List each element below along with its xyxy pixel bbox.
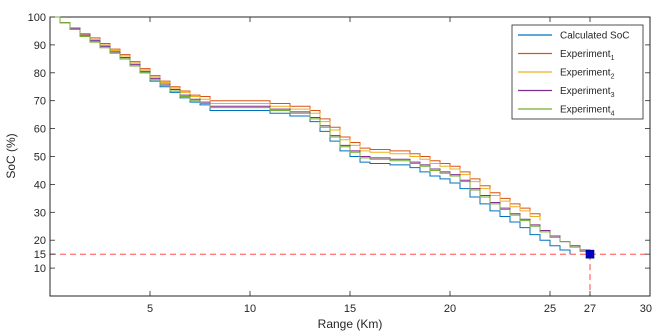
legend-label: Experiment4 (560, 105, 615, 118)
legend-label: Calculated SoC (560, 31, 629, 42)
legend: Calculated SoC Experiment1 Experiment2 Expe… (511, 24, 644, 120)
x-tick-label: 30 (640, 303, 652, 315)
y-tick-label: 80 (34, 68, 46, 80)
x-tick-label: 5 (147, 303, 153, 315)
series-lines (50, 16, 591, 255)
y-tick-label: 50 (34, 152, 46, 164)
y-axis-ticks: 10 15 20 30 40 50 60 70 80 90 100 (28, 12, 650, 275)
y-tick-label: 100 (28, 12, 46, 24)
reference-marker (585, 249, 595, 259)
y-tick-label: 30 (34, 207, 46, 219)
legend-label: Experiment2 (560, 68, 615, 81)
legend-label: Experiment3 (560, 86, 615, 99)
x-tick-label: 27 (584, 303, 596, 315)
series-line-5 (50, 16, 591, 255)
y-axis-label: SoC (%) (4, 133, 18, 178)
y-tick-label: 60 (34, 124, 46, 136)
x-axis-ticks: 5 10 15 20 25 27 30 (147, 17, 652, 315)
y-tick-label: 40 (34, 179, 46, 191)
y-tick-label: 20 (34, 235, 46, 247)
x-axis-label: Range (Km) (318, 317, 383, 331)
y-tick-label: 15 (34, 249, 46, 261)
x-tick-label: 20 (444, 303, 456, 315)
y-tick-label: 70 (34, 96, 46, 108)
reference-marker-group (585, 249, 595, 259)
reference-lines (50, 253, 650, 296)
legend-label: Experiment1 (560, 49, 615, 62)
y-tick-label: 90 (34, 40, 46, 52)
x-tick-label: 15 (344, 303, 356, 315)
x-tick-label: 25 (544, 303, 556, 315)
y-tick-label: 10 (34, 263, 46, 275)
x-tick-label: 10 (244, 303, 256, 315)
